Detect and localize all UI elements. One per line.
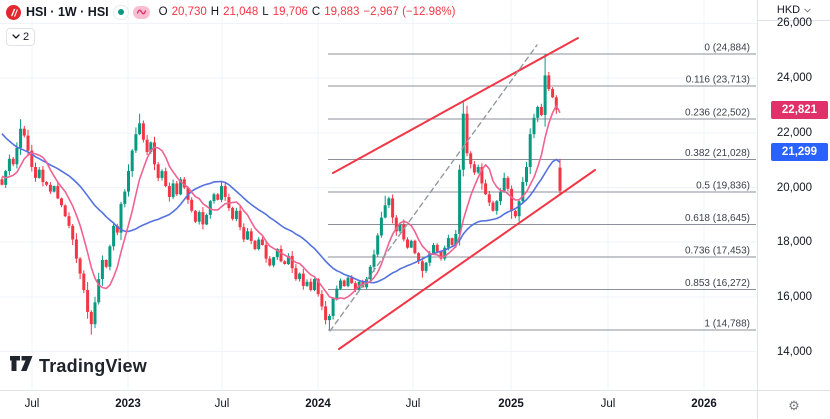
price-axis-label: 20,000 bbox=[776, 181, 813, 194]
svg-text:0.618 (18,645): 0.618 (18,645) bbox=[685, 213, 750, 224]
price-axis-label: 16,000 bbox=[776, 290, 813, 303]
price-axis-label: 22,000 bbox=[776, 126, 813, 139]
low-value: 19,706 bbox=[272, 6, 308, 18]
indicator-toggle-pill[interactable] bbox=[132, 5, 150, 19]
currency-label: HKD bbox=[776, 4, 801, 16]
svg-text:0.853 (16,272): 0.853 (16,272) bbox=[685, 278, 750, 289]
close-label: C bbox=[311, 6, 321, 18]
price-axis-label: 24,000 bbox=[776, 72, 813, 85]
time-axis-label: Jul bbox=[24, 398, 40, 410]
low-label: L bbox=[262, 6, 269, 18]
price-axis-label: 26,000 bbox=[776, 17, 813, 30]
collapse-indicators-button[interactable]: 2 bbox=[6, 27, 36, 46]
high-label: H bbox=[210, 6, 220, 18]
time-axis-label: 2025 bbox=[498, 398, 524, 410]
ma-fast-price-badge: 22,821 bbox=[771, 101, 828, 120]
symbol-logo-icon bbox=[6, 4, 21, 20]
ma-slow-price-badge: 21,299 bbox=[771, 143, 828, 161]
svg-text:0.236 (22,502): 0.236 (22,502) bbox=[685, 108, 750, 119]
time-axis-label: Jul bbox=[600, 398, 616, 410]
chevron-down-icon bbox=[804, 8, 811, 13]
time-axis[interactable]: Jul 2023 Jul 2024 Jul 2025 Jul 2026 bbox=[0, 390, 757, 419]
svg-text:1 (14,788): 1 (14,788) bbox=[704, 319, 750, 330]
source-toggle-pill[interactable] bbox=[113, 5, 128, 19]
time-axis-label: Jul bbox=[405, 398, 421, 410]
svg-text:0 (24,884): 0 (24,884) bbox=[704, 43, 750, 54]
price-axis-label: 14,000 bbox=[776, 345, 813, 358]
price-axis[interactable]: HKD 26,000 24,000 22,000 20,000 18,000 16,000… bbox=[757, 0, 830, 390]
settings-gear-icon[interactable]: ⚙ bbox=[788, 397, 800, 413]
high-value: 21,048 bbox=[223, 6, 259, 18]
time-axis-label: 2026 bbox=[691, 398, 717, 410]
close-value: 19,883 bbox=[324, 6, 360, 18]
svg-text:0.736 (17,453): 0.736 (17,453) bbox=[685, 246, 750, 257]
time-axis-label: Jul bbox=[214, 398, 230, 410]
svg-text:0.116 (23,713): 0.116 (23,713) bbox=[686, 75, 750, 86]
open-value: 20,730 bbox=[171, 6, 207, 18]
time-axis-label: 2024 bbox=[305, 398, 331, 410]
ohlc-readout: O 20,730 H 21,048 L 19,706 C 19,883 −2,967 (… bbox=[159, 6, 456, 18]
chart-canvas[interactable]: 0 (24,884) 0.116 (23,713) 0.236 (22,502) 0.… bbox=[0, 0, 757, 390]
chart-legend: HSI · 1W · HSI O 20,730 H 21,048 L 19,706 C… bbox=[6, 3, 455, 46]
svg-text:0.382 (21,028): 0.382 (21,028) bbox=[685, 148, 750, 159]
chevron-down-icon bbox=[12, 34, 20, 39]
time-axis-label: 2023 bbox=[115, 398, 141, 410]
svg-text:0.5 (19,836): 0.5 (19,836) bbox=[696, 181, 750, 192]
chart-pane[interactable]: 0 (24,884) 0.116 (23,713) 0.236 (22,502) 0.… bbox=[0, 0, 757, 390]
currency-selector[interactable]: HKD bbox=[758, 0, 830, 21]
collapse-count: 2 bbox=[23, 30, 30, 43]
axis-settings-corner[interactable]: ⚙ bbox=[757, 390, 830, 419]
source-dot-icon bbox=[117, 9, 124, 15]
symbol-title[interactable]: HSI · 1W · HSI bbox=[26, 5, 109, 19]
wave-icon bbox=[136, 9, 146, 15]
open-label: O bbox=[158, 6, 168, 18]
price-axis-label: 18,000 bbox=[776, 236, 813, 249]
change-value: −2,967 (−12.98%) bbox=[363, 6, 456, 18]
